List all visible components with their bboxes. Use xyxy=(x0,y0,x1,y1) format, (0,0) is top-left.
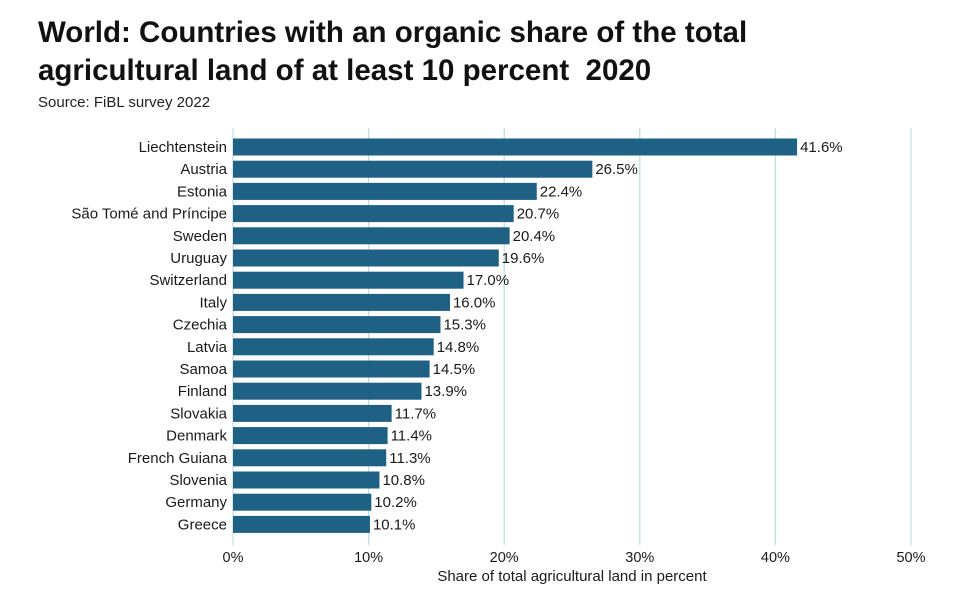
category-label: Liechtenstein xyxy=(139,139,227,156)
data-labels: 41.6% 26.5% 22.4% 20.7% 20.4% 19.6% 17.0% 16.0%… xyxy=(373,139,843,533)
data-label: 17.0% xyxy=(467,272,510,289)
bar xyxy=(233,427,388,445)
category-label: Finland xyxy=(178,383,227,400)
x-tick-label: 10% xyxy=(354,550,383,566)
chart-title: World: Countries with an organic share o… xyxy=(38,14,958,90)
data-label: 19.6% xyxy=(502,250,545,267)
bar xyxy=(233,471,380,489)
bar xyxy=(233,293,450,311)
bar xyxy=(233,271,464,289)
category-label: Austria xyxy=(180,161,227,178)
bar xyxy=(233,338,434,356)
category-label: French Guiana xyxy=(128,450,228,467)
bar xyxy=(233,515,370,533)
bar xyxy=(233,249,499,267)
x-tick-label: 30% xyxy=(625,550,654,566)
bar xyxy=(233,227,510,245)
bar xyxy=(233,160,593,178)
category-label: Czechia xyxy=(173,317,228,334)
bar xyxy=(233,205,514,223)
category-label: Uruguay xyxy=(170,250,227,267)
category-label: Greece xyxy=(178,516,227,533)
data-label: 22.4% xyxy=(540,183,583,200)
data-label: 20.4% xyxy=(513,228,556,245)
category-label: Slovenia xyxy=(169,472,227,489)
x-tick-label: 40% xyxy=(761,550,790,566)
data-label: 15.3% xyxy=(443,317,486,334)
data-label: 20.7% xyxy=(517,206,560,223)
chart-source: Source: FiBL survey 2022 xyxy=(38,94,211,111)
category-label: Sweden xyxy=(173,228,227,245)
data-label: 26.5% xyxy=(595,161,638,178)
bar xyxy=(233,182,537,200)
bar xyxy=(233,360,430,378)
data-label: 10.8% xyxy=(382,472,425,489)
category-label: Estonia xyxy=(177,183,228,200)
data-label: 16.0% xyxy=(453,294,496,311)
bar xyxy=(233,138,798,156)
category-label: São Tomé and Príncipe xyxy=(71,206,227,223)
category-label: Samoa xyxy=(179,361,227,378)
chart-title-line-2: agricultural land of at least 10 percent… xyxy=(38,54,652,87)
category-label: Denmark xyxy=(166,428,227,445)
category-label: Slovakia xyxy=(170,405,227,422)
x-tick-label: 20% xyxy=(490,550,519,566)
data-label: 10.2% xyxy=(374,494,417,511)
bar xyxy=(233,493,372,511)
data-label: 14.8% xyxy=(437,339,480,356)
data-label: 11.3% xyxy=(389,450,430,467)
bar xyxy=(233,404,392,422)
x-axis-title: Share of total agricultural land in perc… xyxy=(437,568,707,585)
bar xyxy=(233,316,441,334)
data-label: 11.4% xyxy=(391,428,432,445)
category-label: Germany xyxy=(165,494,227,511)
category-label: Italy xyxy=(199,294,227,311)
category-label: Switzerland xyxy=(149,272,227,289)
data-label: 41.6% xyxy=(800,139,843,156)
data-label: 14.5% xyxy=(433,361,476,378)
x-axis-ticks: 0% 10% 20% 30% 40% 50% xyxy=(223,550,926,566)
chart-title-line-1: World: Countries with an organic share o… xyxy=(38,16,748,49)
data-label: 13.9% xyxy=(424,383,467,400)
data-label: 10.1% xyxy=(373,516,416,533)
bar xyxy=(233,449,387,467)
category-labels: Liechtenstein Austria Estonia São Tomé and … xyxy=(71,139,227,533)
x-tick-label: 0% xyxy=(223,550,244,566)
category-label: Latvia xyxy=(187,339,228,356)
bars xyxy=(233,138,798,533)
data-label: 11.7% xyxy=(395,405,436,422)
x-tick-label: 50% xyxy=(896,550,925,566)
bar xyxy=(233,382,422,400)
